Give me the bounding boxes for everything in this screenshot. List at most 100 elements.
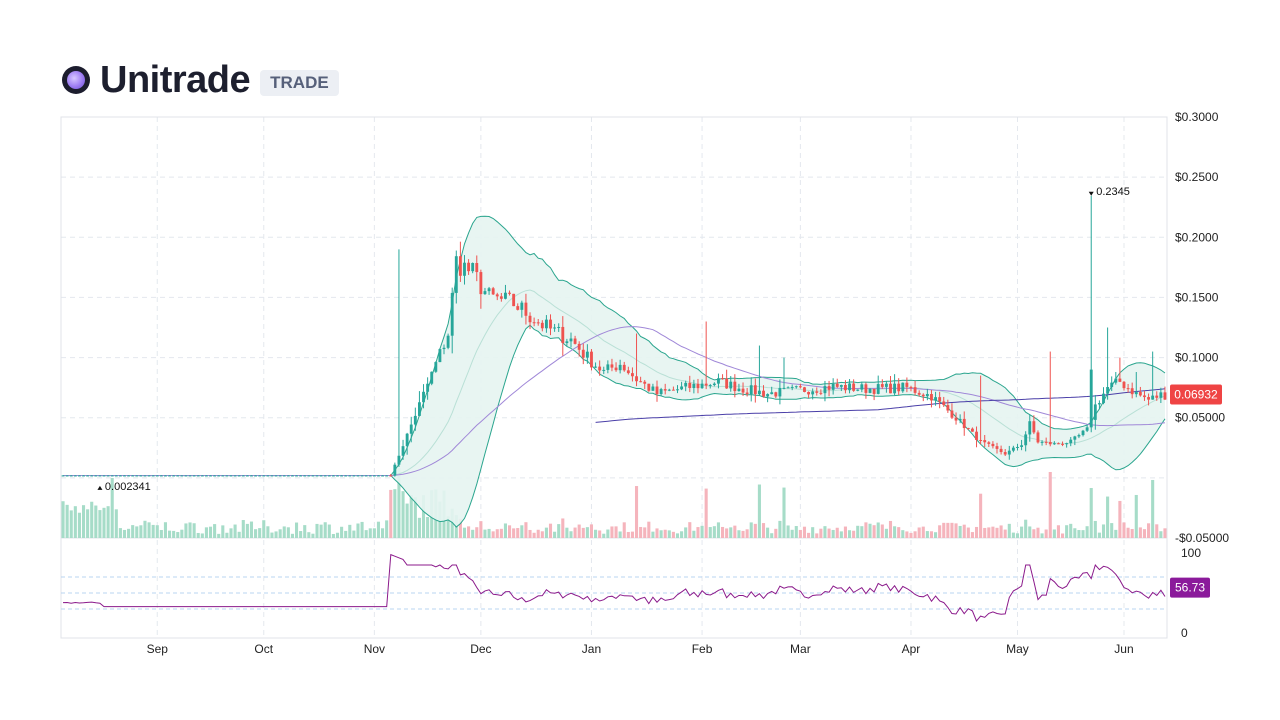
volume-bar: [634, 486, 639, 538]
volume-bar: [401, 491, 405, 538]
candle-body: [458, 256, 462, 276]
candle-body: [123, 475, 126, 477]
volume-bar: [360, 521, 364, 538]
candle-body: [1118, 378, 1122, 382]
volume-bar: [487, 528, 491, 538]
candle-body: [323, 475, 327, 477]
candle-body: [1065, 443, 1069, 445]
volume-bar: [1110, 523, 1114, 538]
volume-bar: [835, 527, 839, 538]
volume-bar: [458, 518, 462, 538]
candle-body: [590, 351, 593, 368]
candle-body: [676, 389, 679, 391]
candle-body: [319, 475, 323, 477]
volume-bar: [507, 525, 512, 538]
candle-body: [610, 364, 614, 368]
volume-bar: [725, 528, 729, 538]
candle-body: [86, 475, 90, 477]
candle-body: [544, 319, 548, 329]
candle-body: [143, 475, 147, 477]
volume-bar: [323, 522, 327, 538]
volume-bar: [1122, 522, 1126, 538]
volume-bar: [409, 494, 413, 538]
volume-bar: [1044, 529, 1048, 538]
candle-body: [282, 475, 286, 477]
chart-grid: [60, 116, 1168, 639]
candle-body: [762, 390, 765, 397]
candle-body: [286, 475, 290, 477]
volume-bar: [1097, 532, 1101, 538]
candle-body: [852, 383, 856, 391]
candle-body: [700, 383, 704, 389]
volume-bar: [1060, 533, 1065, 538]
volume-bar: [802, 526, 807, 538]
volume-bar: [1114, 529, 1118, 538]
candle-body: [479, 272, 483, 295]
candle-body: [635, 376, 638, 382]
candle-body: [258, 475, 262, 477]
candle-body: [831, 383, 835, 390]
volume-bar: [348, 524, 352, 538]
time-tick-label: May: [1006, 642, 1029, 656]
candle-body: [520, 302, 524, 310]
candle-body: [233, 475, 237, 477]
volume-bar: [368, 528, 372, 538]
volume-bar: [983, 527, 987, 538]
candle-body: [1106, 387, 1110, 394]
candle-body: [905, 382, 909, 387]
candle-body: [991, 443, 995, 447]
volume-bar: [81, 505, 86, 538]
volume-bar: [217, 533, 221, 538]
volume-bar: [327, 524, 331, 538]
candle-body: [172, 475, 176, 477]
volume-bar: [819, 528, 823, 538]
candle-body: [1073, 436, 1077, 440]
candle-body: [983, 440, 987, 443]
volume-bar: [544, 527, 548, 538]
candle-body: [446, 335, 450, 348]
oscillator-value-label-bg: [1170, 577, 1210, 598]
volume-bar: [311, 533, 315, 538]
volume-bar: [385, 520, 389, 538]
candle-body: [966, 428, 970, 430]
volume-bar: [495, 529, 499, 538]
volume-bar: [135, 526, 139, 538]
candle-body: [1102, 393, 1105, 404]
volume-bar: [1065, 525, 1069, 538]
candle-body: [647, 383, 651, 391]
volume-bar: [213, 524, 217, 538]
volume-bar: [651, 531, 655, 538]
volume-bar: [626, 531, 630, 538]
candle-body: [1024, 434, 1028, 446]
candle-body: [807, 391, 811, 395]
volume-bar: [950, 522, 954, 538]
candle-body: [467, 262, 471, 272]
candle-body: [516, 306, 520, 310]
volume-bar: [753, 523, 757, 538]
volume-bar: [1138, 527, 1142, 538]
candle-body: [618, 364, 622, 371]
candle-body: [475, 263, 479, 273]
candle-body: [1044, 441, 1048, 443]
price-tick-label: $0.3000: [1175, 110, 1219, 124]
volume-bar: [757, 484, 761, 538]
volume-bar: [356, 523, 360, 538]
volume-bar: [856, 525, 860, 538]
volume-bar: [335, 532, 340, 538]
volume-bar: [934, 532, 938, 538]
volume-bar: [921, 526, 925, 538]
volume-bar: [446, 516, 450, 538]
candle-body: [975, 431, 978, 440]
volume-bar: [413, 497, 417, 538]
candle-body: [778, 387, 782, 397]
price-tick-label: $0.05000: [1175, 411, 1225, 425]
volume-bar: [897, 527, 901, 538]
volume-bar: [200, 533, 204, 538]
candle-body: [368, 475, 372, 477]
volume-bar: [1147, 523, 1151, 538]
volume-bar: [700, 525, 704, 538]
volume-bar: [823, 526, 827, 538]
time-tick-label: Jun: [1114, 642, 1133, 656]
candle-body: [266, 475, 270, 477]
